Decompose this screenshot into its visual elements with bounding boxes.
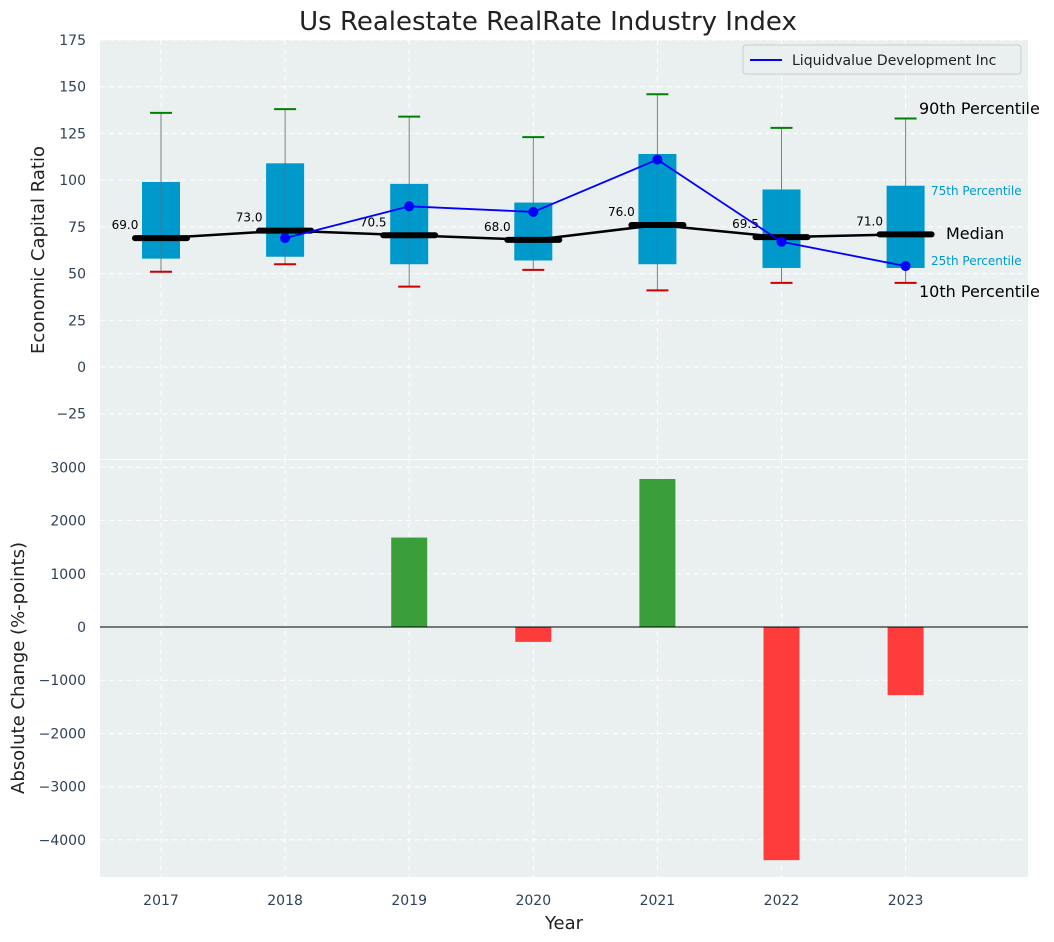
x-tick-label: 2021 <box>640 893 676 909</box>
top-y-tick-label: 150 <box>59 80 86 96</box>
negative-change-bar <box>515 627 552 642</box>
top-plot-background <box>100 40 1028 459</box>
median-value-label: 68.0 <box>484 220 511 234</box>
top-y-tick-label: 0 <box>77 360 86 376</box>
company-series-line <box>284 158 906 267</box>
median-value-label: 70.5 <box>360 215 387 229</box>
median-value-label: 69.5 <box>732 217 759 231</box>
annotation-p25: 25th Percentile <box>931 254 1022 268</box>
box-plot-area: 69.0 73.0 70.5 68.0 76.0 69.5 71.0 <box>112 93 935 292</box>
legend-entry-label: Liquidvalue Development Inc <box>792 53 996 69</box>
median-value-label: 71.0 <box>856 214 883 228</box>
axis-labels: −25 0 25 50 75 100 125 150 175 −4000 −3000 −2000 −10… <box>39 33 924 909</box>
x-tick-label: 2017 <box>143 893 179 909</box>
annotation-median: Median <box>946 224 1004 243</box>
bottom-y-tick-label: −4000 <box>39 833 86 849</box>
x-tick-label: 2022 <box>764 893 800 909</box>
bottom-y-tick-label: 3000 <box>50 460 86 476</box>
negative-change-bar <box>887 627 924 696</box>
company-series-point <box>528 206 539 217</box>
median-value-label: 73.0 <box>236 211 263 225</box>
bottom-y-tick-label: −2000 <box>39 726 86 742</box>
company-series-point <box>404 201 415 212</box>
negative-change-bar <box>763 627 800 861</box>
x-tick-label: 2018 <box>267 893 303 909</box>
top-y-tick-label: 50 <box>68 267 86 283</box>
bottom-y-tick-label: −1000 <box>39 673 86 689</box>
annotation-p10: 10th Percentile <box>919 282 1040 301</box>
bottom-y-axis-title: Absolute Change (%-points) <box>8 542 29 794</box>
company-series-point <box>900 261 911 272</box>
x-tick-label: 2020 <box>515 893 551 909</box>
annotation-p75: 75th Percentile <box>931 184 1022 198</box>
x-tick-label: 2023 <box>888 893 924 909</box>
x-tick-label: 2019 <box>391 893 427 909</box>
company-series-point <box>280 233 291 244</box>
top-y-tick-label: 25 <box>68 313 86 329</box>
bottom-plot-background <box>100 460 1028 877</box>
company-series-point <box>652 154 663 165</box>
bottom-y-tick-label: 1000 <box>50 567 86 583</box>
legend-box <box>742 44 1022 75</box>
bar-plot-area <box>100 479 1028 861</box>
x-axis-title: Year <box>544 913 584 934</box>
legend: Liquidvalue Development Inc <box>742 44 1022 75</box>
chart-title: Us Realestate RealRate Industry Index <box>299 7 797 37</box>
bottom-y-tick-label: 0 <box>77 620 86 636</box>
top-y-tick-label: 175 <box>59 33 86 49</box>
company-series-point <box>776 236 787 247</box>
median-value-label: 69.0 <box>112 218 139 232</box>
top-y-tick-label: 75 <box>68 220 86 236</box>
bottom-y-tick-label: −3000 <box>39 780 86 796</box>
positive-change-bar <box>391 537 428 627</box>
annotation-p90: 90th Percentile <box>919 99 1040 118</box>
top-y-tick-label: 125 <box>59 126 86 142</box>
positive-change-bar <box>639 479 676 627</box>
top-y-tick-label: −25 <box>56 407 86 423</box>
top-y-axis-title: Economic Capital Ratio <box>28 146 49 354</box>
bottom-y-tick-label: 2000 <box>50 514 86 530</box>
median-value-label: 76.0 <box>608 205 635 219</box>
top-y-tick-label: 100 <box>59 173 86 189</box>
